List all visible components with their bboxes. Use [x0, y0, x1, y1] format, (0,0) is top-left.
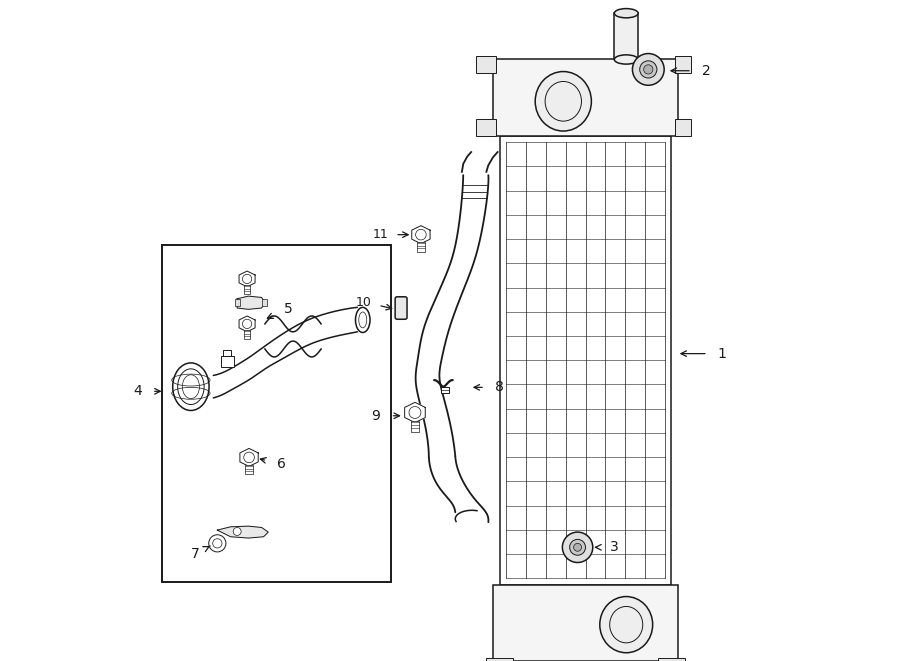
Polygon shape [238, 296, 265, 309]
Text: 1: 1 [718, 346, 727, 361]
Text: 8: 8 [495, 380, 504, 395]
Circle shape [640, 61, 657, 78]
Polygon shape [239, 316, 255, 332]
Circle shape [570, 539, 586, 555]
Text: 2: 2 [702, 63, 711, 78]
Ellipse shape [536, 71, 591, 131]
Bar [675, 56, 691, 73]
Ellipse shape [615, 9, 638, 18]
Bar [658, 658, 685, 661]
Polygon shape [239, 271, 255, 287]
Bar [246, 465, 253, 475]
Bar [486, 658, 513, 661]
Circle shape [233, 527, 241, 535]
Bar [675, 119, 691, 136]
Bar [262, 299, 267, 306]
Circle shape [633, 54, 664, 85]
Bar [476, 119, 496, 136]
Circle shape [573, 543, 581, 551]
Bar [418, 242, 425, 252]
Ellipse shape [615, 55, 638, 64]
Circle shape [562, 532, 593, 563]
Polygon shape [405, 403, 426, 422]
FancyBboxPatch shape [395, 297, 407, 319]
Text: 7: 7 [191, 547, 199, 561]
Polygon shape [240, 448, 258, 467]
Bar [476, 56, 496, 73]
Bar [493, 59, 678, 136]
Ellipse shape [599, 596, 652, 653]
Bar [223, 350, 231, 356]
Text: 11: 11 [373, 228, 389, 241]
Bar [615, 13, 638, 59]
Bar [493, 585, 678, 661]
Polygon shape [217, 526, 268, 538]
Bar [410, 421, 419, 432]
Text: 3: 3 [609, 540, 618, 555]
Bar [441, 387, 449, 393]
Bar [235, 299, 240, 306]
Bar [244, 286, 250, 293]
Circle shape [209, 535, 226, 552]
Text: 6: 6 [277, 457, 286, 471]
Bar [163, 245, 391, 582]
Text: 9: 9 [372, 408, 381, 423]
Bar [220, 356, 234, 367]
Text: 4: 4 [133, 384, 141, 399]
Polygon shape [412, 225, 430, 244]
Bar [500, 136, 671, 585]
Circle shape [644, 65, 652, 74]
Text: 10: 10 [356, 295, 372, 309]
Bar [244, 330, 250, 338]
Text: 5: 5 [284, 301, 292, 316]
Ellipse shape [173, 363, 209, 410]
